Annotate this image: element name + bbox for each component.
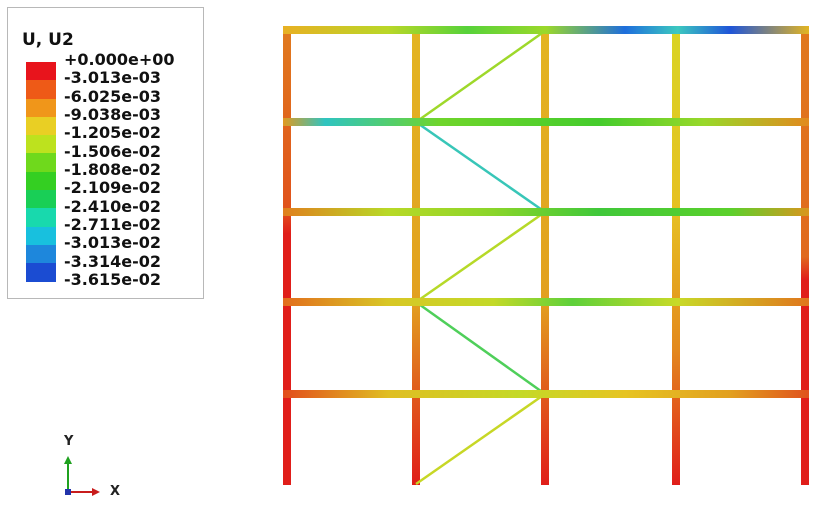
legend-swatch <box>26 80 56 99</box>
legend-label: -2.711e-02 <box>64 215 162 235</box>
legend-label: -9.038e-03 <box>64 105 162 125</box>
x-axis-label: X <box>110 484 121 499</box>
brace-3 <box>415 210 546 304</box>
legend-label: -2.109e-02 <box>64 178 162 198</box>
legend-swatch <box>26 208 56 227</box>
legend-swatch <box>26 116 56 136</box>
legend-swatch <box>26 135 56 154</box>
column-2 <box>412 28 420 485</box>
legend-label: -6.025e-03 <box>64 86 162 106</box>
legend-swatch <box>26 263 56 282</box>
y-axis-label: Y <box>64 434 74 449</box>
column-4 <box>672 28 680 485</box>
beam-level-2 <box>283 298 809 306</box>
column-1 <box>283 28 291 485</box>
legend-swatch <box>26 190 56 209</box>
legend-swatch <box>26 171 56 191</box>
column-3 <box>541 28 549 485</box>
brace-4 <box>415 300 546 396</box>
legend-label: +0.000e+00 <box>64 50 175 69</box>
legend-label: -1.808e-02 <box>64 160 162 180</box>
legend-swatch <box>26 98 56 117</box>
y-axis-arrowhead <box>64 456 72 464</box>
legend-label: -3.615e-02 <box>64 270 162 290</box>
z-axis-origin <box>65 489 71 495</box>
coordinate-triad: Y X <box>56 432 136 502</box>
bracing <box>415 29 546 486</box>
legend-swatch <box>26 226 56 245</box>
legend-label: -1.506e-02 <box>64 141 162 161</box>
beam-level-1 <box>283 390 809 398</box>
beam-level-4 <box>283 118 809 126</box>
legend-label: -3.314e-02 <box>64 251 162 271</box>
legend-swatch <box>26 153 56 172</box>
x-axis-arrowhead <box>92 488 100 496</box>
legend-labels: +0.000e+00 -3.013e-03 -6.025e-03 -9.038e-03… <box>64 50 175 290</box>
legend-label: -2.410e-02 <box>64 196 162 216</box>
legend-label: -1.205e-02 <box>64 123 162 143</box>
legend-color-bar <box>26 62 56 282</box>
beam-level-3 <box>283 208 809 216</box>
column-5 <box>801 28 809 485</box>
brace-5 <box>415 392 546 486</box>
legend-label: -3.013e-02 <box>64 233 162 253</box>
legend-swatch <box>26 244 56 264</box>
brace-1 <box>415 29 546 124</box>
legend-swatch <box>26 62 56 81</box>
beam-level-5 <box>283 26 809 34</box>
legend-title: U, U2 <box>22 30 74 50</box>
legend-label: -3.013e-03 <box>64 68 162 88</box>
brace-2 <box>415 120 546 214</box>
